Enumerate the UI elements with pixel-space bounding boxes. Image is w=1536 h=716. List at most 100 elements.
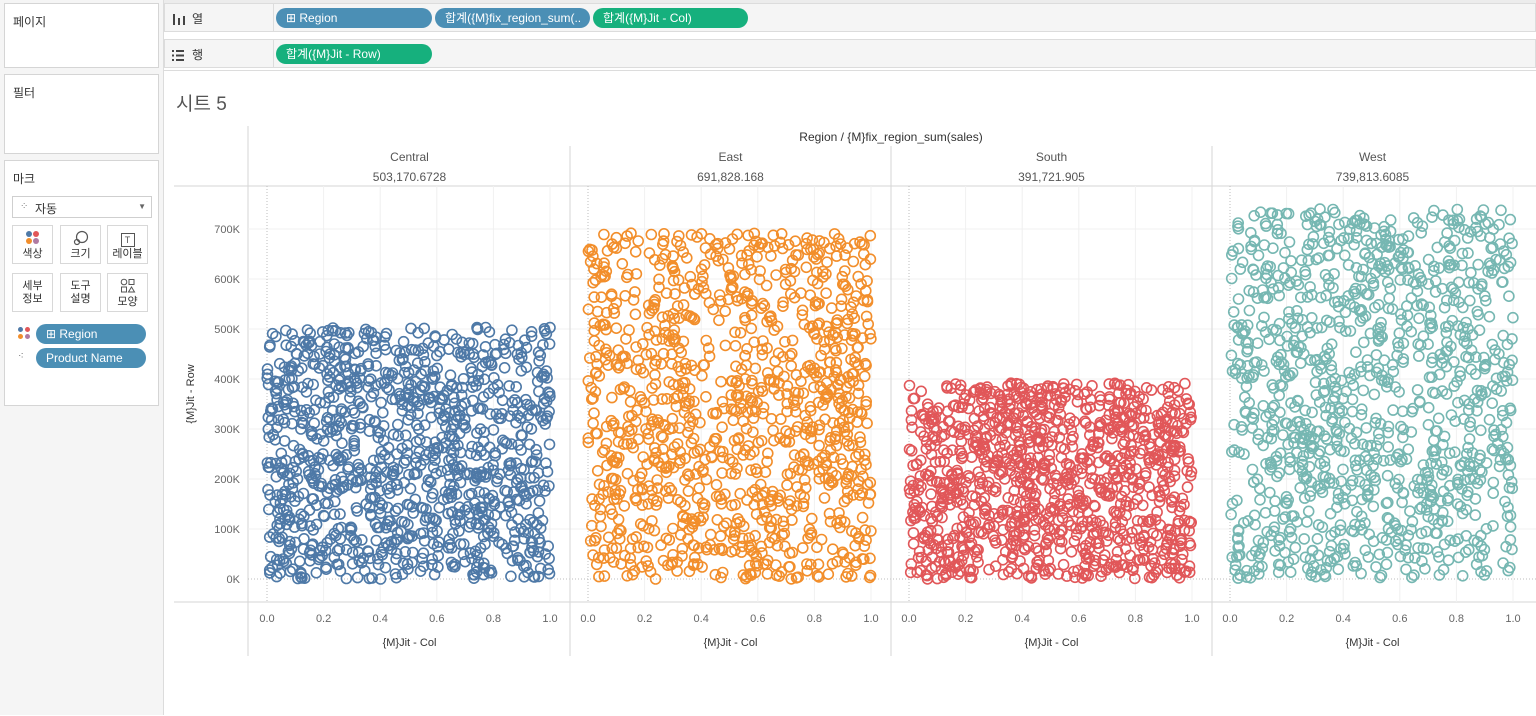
data-point[interactable]	[1349, 282, 1362, 295]
data-point[interactable]	[1487, 241, 1499, 254]
data-point[interactable]	[477, 391, 490, 403]
data-point[interactable]	[420, 448, 432, 461]
data-point[interactable]	[1504, 509, 1517, 522]
data-point[interactable]	[755, 302, 768, 314]
data-point[interactable]	[1381, 546, 1394, 559]
data-point[interactable]	[751, 396, 764, 409]
data-point[interactable]	[1110, 506, 1122, 519]
data-point[interactable]	[428, 390, 440, 403]
data-point[interactable]	[1155, 554, 1168, 567]
data-point[interactable]	[607, 556, 620, 568]
data-point[interactable]	[1386, 359, 1399, 371]
data-point[interactable]	[434, 381, 447, 394]
data-point[interactable]	[1383, 292, 1395, 305]
data-point[interactable]	[404, 408, 417, 421]
data-point[interactable]	[907, 392, 920, 405]
data-point[interactable]	[1123, 430, 1135, 443]
data-point[interactable]	[454, 538, 467, 550]
data-point[interactable]	[1468, 277, 1480, 289]
data-point[interactable]	[529, 527, 541, 540]
data-point[interactable]	[1478, 351, 1490, 364]
data-point[interactable]	[583, 352, 596, 364]
data-point[interactable]	[761, 447, 774, 460]
data-point[interactable]	[685, 229, 698, 241]
data-point[interactable]	[742, 440, 755, 452]
data-point[interactable]	[1452, 551, 1465, 564]
data-point[interactable]	[1036, 396, 1048, 409]
data-point[interactable]	[658, 228, 670, 240]
data-point[interactable]	[1225, 349, 1238, 362]
data-point[interactable]	[1083, 429, 1096, 441]
data-point[interactable]	[710, 478, 723, 491]
data-point[interactable]	[287, 397, 299, 410]
data-point[interactable]	[539, 485, 551, 497]
data-point[interactable]	[1421, 543, 1433, 555]
data-point[interactable]	[1506, 333, 1518, 345]
data-point[interactable]	[379, 343, 392, 356]
data-point[interactable]	[523, 487, 536, 499]
data-point[interactable]	[1464, 294, 1476, 307]
data-point[interactable]	[782, 498, 795, 511]
detail-button[interactable]: 세부 정보	[12, 273, 53, 312]
data-point[interactable]	[1089, 554, 1101, 567]
data-point[interactable]	[841, 428, 854, 441]
data-point[interactable]	[1335, 374, 1348, 387]
marks-product-name-pill[interactable]: Product Name	[36, 348, 146, 368]
data-point[interactable]	[333, 483, 346, 496]
data-point[interactable]	[630, 363, 643, 376]
data-point[interactable]	[1169, 425, 1182, 437]
data-point[interactable]	[356, 534, 368, 546]
data-point[interactable]	[1495, 423, 1507, 436]
data-point[interactable]	[667, 548, 679, 561]
data-point[interactable]	[358, 327, 371, 340]
data-point[interactable]	[931, 524, 944, 537]
data-point[interactable]	[1111, 545, 1124, 558]
data-point[interactable]	[643, 328, 655, 341]
data-point[interactable]	[512, 339, 525, 352]
data-point[interactable]	[667, 250, 680, 262]
data-point[interactable]	[651, 414, 664, 426]
data-point[interactable]	[732, 512, 744, 525]
data-point[interactable]	[373, 502, 386, 515]
data-point[interactable]	[345, 422, 358, 435]
data-point[interactable]	[783, 435, 796, 448]
data-point[interactable]	[439, 420, 452, 433]
data-point[interactable]	[323, 454, 336, 467]
data-point[interactable]	[478, 562, 491, 574]
data-point[interactable]	[1154, 519, 1167, 531]
data-point[interactable]	[1304, 326, 1316, 339]
data-point[interactable]	[1264, 486, 1276, 499]
data-point[interactable]	[1490, 253, 1502, 266]
data-point[interactable]	[1392, 341, 1405, 353]
data-point[interactable]	[1241, 564, 1253, 577]
data-point[interactable]	[1456, 259, 1468, 272]
data-point[interactable]	[983, 563, 995, 576]
data-point[interactable]	[1359, 450, 1372, 463]
data-point[interactable]	[689, 408, 702, 421]
data-point[interactable]	[506, 324, 518, 336]
data-point[interactable]	[1010, 475, 1023, 488]
data-point[interactable]	[1135, 403, 1148, 416]
data-point[interactable]	[651, 495, 663, 508]
data-point[interactable]	[1397, 353, 1410, 365]
data-point[interactable]	[472, 374, 485, 387]
data-point[interactable]	[688, 558, 700, 570]
data-point[interactable]	[1252, 249, 1265, 262]
data-point[interactable]	[447, 418, 460, 431]
data-point[interactable]	[977, 388, 990, 401]
data-point[interactable]	[445, 556, 458, 569]
data-point[interactable]	[600, 265, 613, 278]
data-point[interactable]	[826, 543, 839, 556]
data-point[interactable]	[1232, 293, 1245, 305]
data-point[interactable]	[267, 428, 279, 441]
data-point[interactable]	[1447, 283, 1460, 295]
data-point[interactable]	[835, 293, 848, 306]
data-point[interactable]	[405, 322, 417, 335]
data-point[interactable]	[1466, 329, 1479, 341]
data-point[interactable]	[763, 521, 776, 534]
data-point[interactable]	[1291, 305, 1303, 317]
data-point[interactable]	[1464, 416, 1476, 429]
data-point[interactable]	[1470, 213, 1483, 225]
data-point[interactable]	[533, 495, 546, 507]
data-point[interactable]	[1302, 254, 1315, 267]
